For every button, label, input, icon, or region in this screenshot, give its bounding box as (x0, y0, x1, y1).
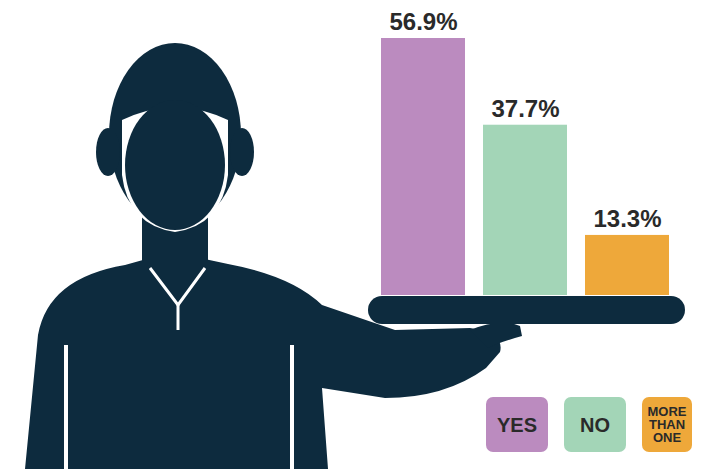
svg-text:ONE: ONE (653, 430, 682, 445)
svg-text:NO: NO (580, 414, 610, 436)
svg-text:56.9%: 56.9% (389, 8, 457, 35)
svg-text:13.3%: 13.3% (593, 205, 661, 232)
svg-text:MORE: MORE (648, 404, 687, 419)
svg-text:YES: YES (497, 414, 537, 436)
svg-text:37.7%: 37.7% (491, 95, 559, 122)
svg-text:THAN: THAN (649, 417, 685, 432)
